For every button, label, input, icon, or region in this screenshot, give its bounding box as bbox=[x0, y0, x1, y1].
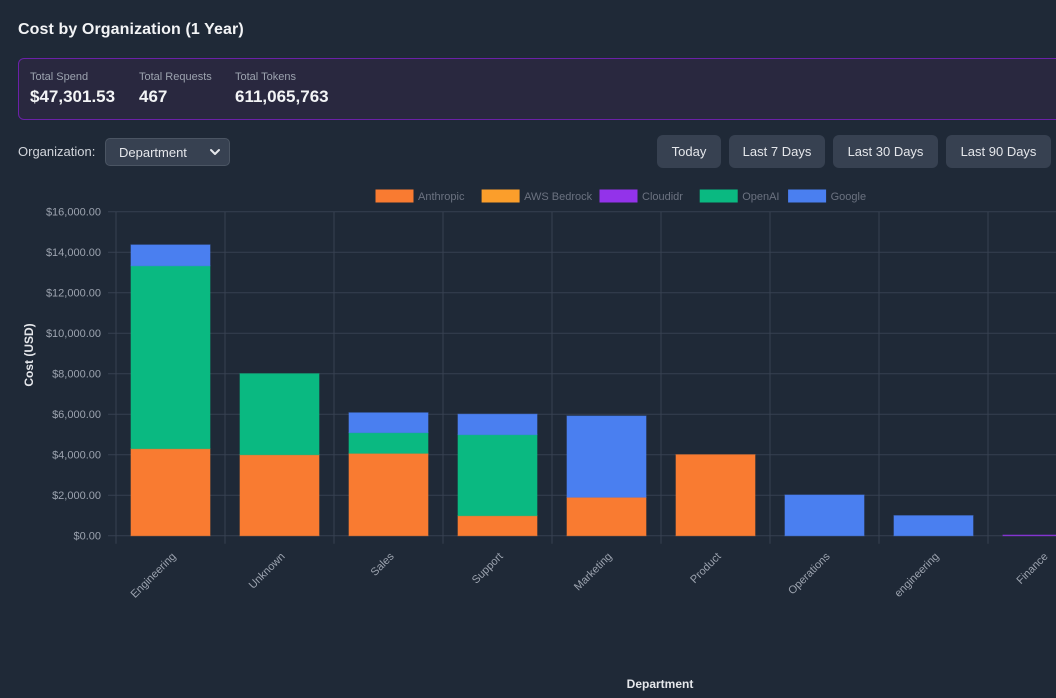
y-tick-label: $4,000.00 bbox=[52, 450, 101, 462]
bar-segment-google[interactable] bbox=[457, 413, 538, 436]
legend-label[interactable]: Anthropic bbox=[418, 191, 465, 203]
bar-segment-openai[interactable] bbox=[239, 373, 320, 456]
bar-segment-google[interactable] bbox=[348, 412, 429, 434]
bar-segment-google[interactable] bbox=[893, 515, 974, 537]
range-today-button[interactable]: Today bbox=[657, 135, 721, 168]
y-tick-label: $10,000.00 bbox=[46, 328, 101, 340]
legend-swatch[interactable] bbox=[788, 189, 827, 203]
x-axis-ticks: Engineering Unknown Sales Support Marketing P… bbox=[129, 550, 1051, 600]
y-tick-label: $12,000.00 bbox=[46, 288, 101, 300]
y-tick-label: $2,000.00 bbox=[52, 490, 101, 502]
page-title: Cost by Organization (1 Year) bbox=[18, 21, 244, 38]
x-tick-label: Marketing bbox=[572, 551, 615, 594]
legend-swatch[interactable] bbox=[481, 189, 520, 203]
chevron-down-icon bbox=[210, 149, 220, 155]
legend-swatch[interactable] bbox=[375, 189, 414, 203]
bar-segment-anthropic[interactable] bbox=[239, 454, 320, 537]
legend-label[interactable]: OpenAI bbox=[742, 191, 779, 203]
x-tick-label: Unknown bbox=[247, 551, 288, 592]
x-tick-label: engineering bbox=[892, 551, 941, 600]
bar-segment-anthropic[interactable] bbox=[675, 454, 756, 537]
cost-chart: $0.00 $2,000.00 $4,000.00 $6,000.00 $8,000.0… bbox=[22, 189, 1056, 691]
bar-segment-anthropic[interactable] bbox=[348, 452, 429, 537]
y-tick-label: $6,000.00 bbox=[52, 409, 101, 421]
x-tick-label: Finance bbox=[1014, 551, 1050, 587]
bar-segment-google[interactable] bbox=[566, 415, 647, 498]
y-tick-label: $14,000.00 bbox=[46, 247, 101, 259]
legend-label[interactable]: Cloudidr bbox=[642, 191, 683, 203]
bar-segment-google[interactable] bbox=[130, 244, 211, 267]
y-axis-ticks: $0.00 $2,000.00 $4,000.00 $6,000.00 $8,000.0… bbox=[46, 207, 101, 543]
stat-value: 467 bbox=[139, 87, 168, 106]
stat-label: Total Requests bbox=[139, 71, 212, 83]
legend-swatch[interactable] bbox=[699, 189, 738, 203]
x-tick-label: Product bbox=[688, 551, 723, 586]
bar-segment-anthropic[interactable] bbox=[130, 448, 211, 537]
organization-label: Organization: bbox=[18, 144, 96, 159]
bar-segment-openai[interactable] bbox=[130, 265, 211, 450]
stat-label: Total Tokens bbox=[235, 71, 296, 83]
stat-value: $47,301.53 bbox=[30, 87, 116, 106]
range-90-days-button[interactable]: Last 90 Days bbox=[946, 135, 1051, 168]
range-7-days-button[interactable]: Last 7 Days bbox=[729, 135, 825, 168]
x-tick-label: Operations bbox=[786, 550, 833, 597]
bar-segment-openai[interactable] bbox=[348, 432, 429, 454]
chart-legend: Anthropic AWS Bedrock Cloudidr OpenAI Google bbox=[375, 189, 866, 203]
legend-label[interactable]: AWS Bedrock bbox=[524, 191, 593, 203]
x-tick-label: Engineering bbox=[129, 551, 179, 601]
summary-panel: Total Spend $47,301.53 Total Requests 46… bbox=[18, 58, 1056, 120]
y-tick-label: $0.00 bbox=[73, 531, 101, 543]
stat-total-spend: Total Spend $47,301.53 bbox=[30, 71, 115, 107]
chart-bars bbox=[130, 244, 1056, 537]
chart-grid bbox=[108, 211, 1056, 544]
range-30-days-button[interactable]: Last 30 Days bbox=[833, 135, 938, 168]
bar-segment-cloudidr[interactable] bbox=[1002, 534, 1056, 537]
x-axis-label: Department bbox=[627, 677, 694, 691]
x-tick-label: Sales bbox=[369, 550, 397, 578]
bar-segment-google[interactable] bbox=[784, 494, 865, 537]
organization-select-value: Department bbox=[119, 144, 187, 160]
bar-segment-openai[interactable] bbox=[457, 434, 538, 517]
legend-swatch[interactable] bbox=[599, 189, 638, 203]
organization-select[interactable]: Department bbox=[105, 138, 230, 166]
x-tick-label: Support bbox=[470, 551, 506, 587]
legend-label[interactable]: Google bbox=[831, 191, 866, 203]
y-tick-label: $16,000.00 bbox=[46, 207, 101, 219]
stat-total-tokens: Total Tokens 611,065,763 bbox=[235, 71, 329, 107]
y-tick-label: $8,000.00 bbox=[52, 369, 101, 381]
stat-label: Total Spend bbox=[30, 71, 89, 83]
bar-segment-anthropic[interactable] bbox=[457, 515, 538, 537]
y-axis-label: Cost (USD) bbox=[22, 323, 36, 386]
stat-total-requests: Total Requests 467 bbox=[139, 71, 212, 107]
bar-segment-anthropic[interactable] bbox=[566, 496, 647, 537]
stat-value: 611,065,763 bbox=[235, 87, 329, 106]
